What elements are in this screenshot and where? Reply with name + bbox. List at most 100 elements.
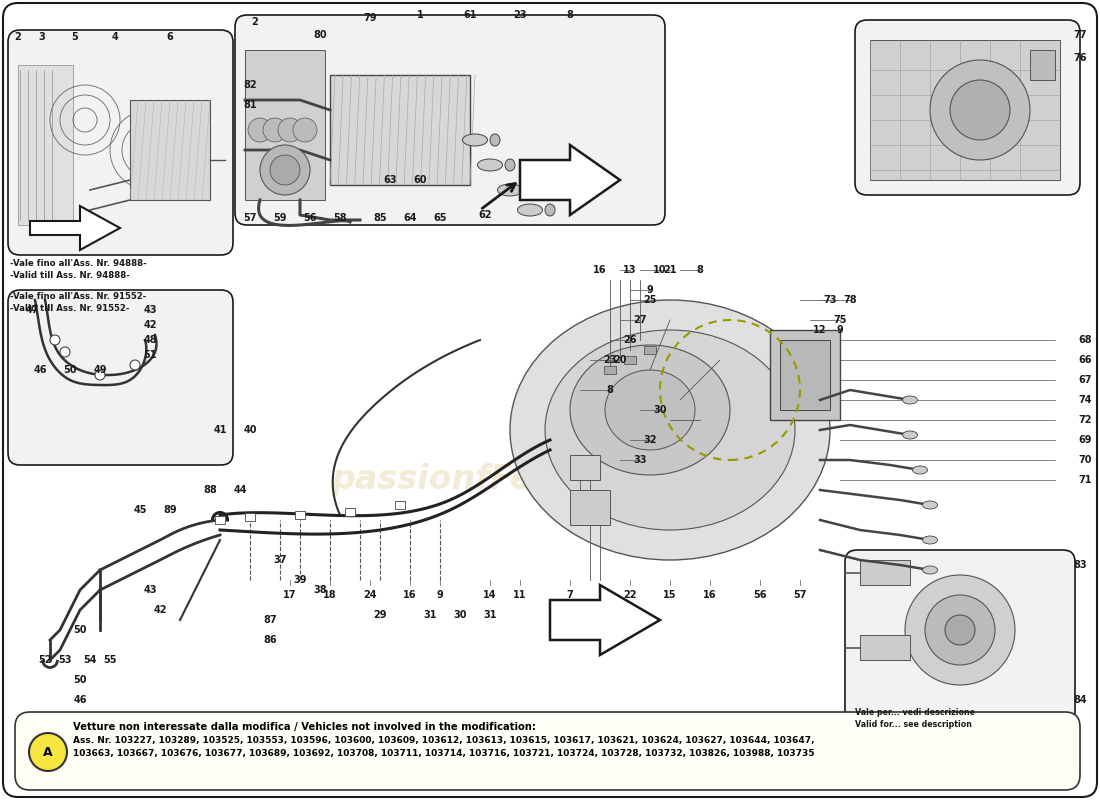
Text: 43: 43 — [143, 585, 156, 595]
Text: 44: 44 — [233, 485, 246, 495]
Bar — [570, 490, 611, 525]
Text: 21: 21 — [663, 265, 676, 275]
Text: 55: 55 — [103, 655, 117, 665]
Text: 3: 3 — [39, 32, 45, 42]
Bar — [330, 75, 470, 185]
Text: 4: 4 — [111, 32, 119, 42]
Circle shape — [130, 360, 140, 370]
Polygon shape — [520, 145, 620, 215]
Circle shape — [278, 118, 303, 142]
Bar — [345, 508, 355, 516]
Polygon shape — [550, 585, 660, 655]
Bar — [245, 50, 324, 200]
Text: 71: 71 — [1078, 475, 1091, 485]
Text: 8: 8 — [606, 385, 614, 395]
Polygon shape — [30, 206, 120, 250]
Text: 46: 46 — [33, 365, 46, 375]
Text: 18: 18 — [323, 590, 337, 600]
Text: A: A — [43, 746, 53, 758]
Text: 9: 9 — [647, 285, 653, 295]
Bar — [604, 366, 616, 374]
Text: 41: 41 — [213, 425, 227, 435]
Bar — [1030, 50, 1055, 80]
Bar — [130, 100, 210, 200]
Text: 52: 52 — [39, 655, 52, 665]
Bar — [870, 40, 1060, 180]
Text: 58: 58 — [333, 213, 346, 223]
Ellipse shape — [517, 204, 542, 216]
Ellipse shape — [490, 134, 500, 146]
Text: 16: 16 — [703, 590, 717, 600]
Bar — [245, 513, 255, 521]
Text: Valid for... see description: Valid for... see description — [855, 720, 972, 729]
Text: 70: 70 — [1078, 455, 1091, 465]
Text: 15: 15 — [663, 590, 676, 600]
Circle shape — [50, 335, 60, 345]
Text: 69: 69 — [1078, 435, 1091, 445]
Text: 39: 39 — [294, 575, 307, 585]
Text: 38: 38 — [314, 585, 327, 595]
Text: 25: 25 — [644, 295, 657, 305]
Bar — [860, 560, 910, 585]
Text: 29: 29 — [373, 610, 387, 620]
Text: 23: 23 — [603, 355, 617, 365]
Text: 81: 81 — [243, 100, 256, 110]
Ellipse shape — [462, 134, 487, 146]
Text: 27: 27 — [634, 315, 647, 325]
Text: 59: 59 — [273, 213, 287, 223]
Text: -Valid till Ass. Nr. 91552-: -Valid till Ass. Nr. 91552- — [10, 304, 130, 313]
Text: 64: 64 — [404, 213, 417, 223]
Text: 83: 83 — [1074, 560, 1087, 570]
Text: 43: 43 — [143, 305, 156, 315]
Text: 49: 49 — [94, 365, 107, 375]
Text: 26: 26 — [624, 335, 637, 345]
Text: 2: 2 — [14, 32, 21, 42]
Text: 66: 66 — [1078, 355, 1091, 365]
Text: 48: 48 — [143, 335, 157, 345]
Circle shape — [905, 575, 1015, 685]
Text: 13: 13 — [624, 265, 637, 275]
Text: 84: 84 — [1074, 695, 1087, 705]
Text: 63: 63 — [383, 175, 397, 185]
FancyBboxPatch shape — [8, 30, 233, 255]
Text: 86: 86 — [263, 635, 277, 645]
Text: 87: 87 — [263, 615, 277, 625]
Text: 7: 7 — [566, 590, 573, 600]
Text: 45: 45 — [133, 505, 146, 515]
Bar — [860, 635, 910, 660]
FancyBboxPatch shape — [845, 550, 1075, 725]
Bar — [624, 356, 636, 364]
Circle shape — [293, 118, 317, 142]
Circle shape — [950, 80, 1010, 140]
Ellipse shape — [570, 345, 730, 475]
Text: 37: 37 — [273, 555, 287, 565]
Bar — [780, 340, 830, 410]
FancyBboxPatch shape — [8, 290, 233, 465]
Text: 5: 5 — [72, 32, 78, 42]
Text: 42: 42 — [153, 605, 167, 615]
Ellipse shape — [510, 300, 830, 560]
Bar — [214, 516, 225, 524]
Text: 2: 2 — [252, 17, 258, 27]
Text: -Vale fino all'Ass. Nr. 91552-: -Vale fino all'Ass. Nr. 91552- — [10, 292, 146, 301]
Text: 77: 77 — [1074, 30, 1087, 40]
Ellipse shape — [477, 159, 503, 171]
Text: 68: 68 — [1078, 335, 1092, 345]
Ellipse shape — [923, 501, 937, 509]
Circle shape — [263, 118, 287, 142]
Text: Vale per... vedi descrizione: Vale per... vedi descrizione — [855, 708, 975, 717]
Ellipse shape — [605, 370, 695, 450]
Bar — [395, 501, 405, 509]
FancyBboxPatch shape — [235, 15, 666, 225]
Text: 11: 11 — [514, 590, 527, 600]
Text: 80: 80 — [314, 30, 327, 40]
Text: 50: 50 — [74, 675, 87, 685]
Text: 89: 89 — [163, 505, 177, 515]
Text: 75: 75 — [834, 315, 847, 325]
Text: 9: 9 — [837, 325, 844, 335]
Text: 56: 56 — [754, 590, 767, 600]
Text: 103663, 103667, 103676, 103677, 103689, 103692, 103708, 103711, 103714, 103716, : 103663, 103667, 103676, 103677, 103689, … — [73, 749, 814, 758]
Text: 22: 22 — [624, 590, 637, 600]
Text: 6: 6 — [166, 32, 174, 42]
Text: 30: 30 — [653, 405, 667, 415]
